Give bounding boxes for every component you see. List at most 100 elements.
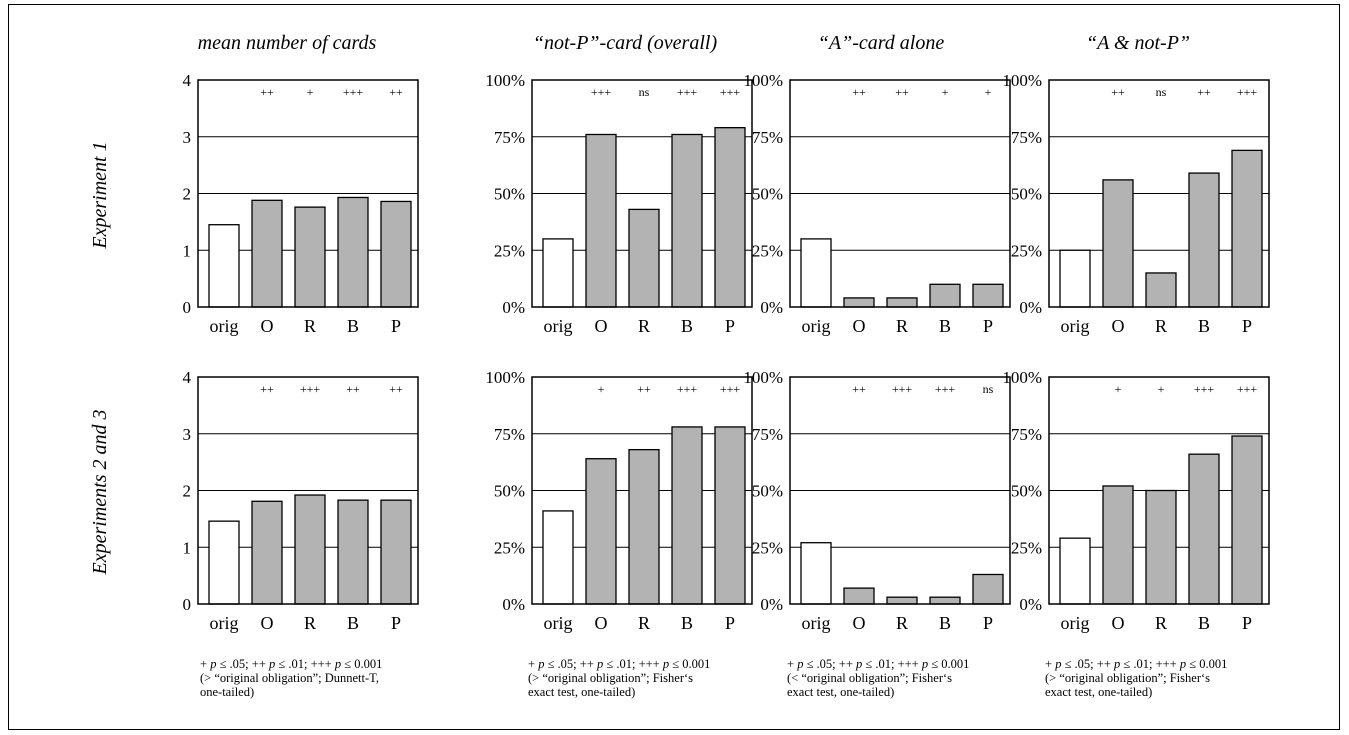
chart-2-significance-O: ++ [852,85,866,99]
column-title-3: “A & not-P” [1086,32,1190,54]
chart-4-significance-O: ++ [260,382,274,396]
chart-4-plot-frame [197,376,419,605]
chart-2-category-label-B: B [939,316,951,336]
chart-6-significance-O: ++ [852,382,866,396]
chart-5-ytick-label-1: 25% [494,538,525,557]
chart-5-ytick-label-3: 75% [494,425,525,444]
chart-5-bar-orig [542,510,574,605]
chart-2-bar-R [886,297,918,308]
chart-6-category-label-O: O [853,613,866,633]
chart-0-ytick-label-0: 0 [183,298,192,317]
chart-0: 0 1 2 3 4 orig O ++ R + B +++ P ++ [183,71,419,336]
chart-4-bar-O [251,500,283,605]
chart-7-significance-R: + [1158,382,1165,396]
row-label-1: Experiments 2 and 3 [89,410,111,576]
chart-4-ytick-label-2: 2 [183,482,192,501]
chart-7-significance-P: +++ [1237,382,1258,396]
chart-7-ytick-label-2: 50% [1011,482,1042,501]
chart-0-bar-orig [208,224,240,308]
chart-3-ytick-label-1: 25% [1011,241,1042,260]
chart-1-category-label-orig: orig [544,316,573,336]
chart-6-bar-orig [800,542,832,605]
chart-3-bar-orig [1059,249,1091,308]
chart-3-plot-frame [1048,79,1270,308]
chart-2-category-label-P: P [983,316,993,336]
chart-0-significance-R: + [307,85,314,99]
chart-0-ytick-label-3: 3 [183,128,192,147]
chart-3-bar-O [1102,179,1134,308]
column-title-2: “A”-card alone [818,32,945,54]
chart-3-significance-R: ns [1156,85,1167,99]
chart-6-bar-O [843,587,875,605]
chart-1-significance-R: ns [639,85,650,99]
chart-7-ytick-label-0: 0% [1019,595,1042,614]
chart-5-significance-O: + [598,382,605,396]
chart-0-category-label-R: R [304,316,316,336]
chart-3: 0% 25% 50% 75% 100% orig O ++ Rns B ++ P +++ [1002,71,1270,336]
chart-4-ytick-label-4: 4 [183,368,192,387]
chart-6-category-label-B: B [939,613,951,633]
chart-4-category-label-O: O [261,613,274,633]
chart-5-bar-O [585,458,617,605]
chart-5-significance-R: ++ [637,382,651,396]
chart-1-plot-frame [531,79,753,308]
chart-0-category-label-P: P [391,316,401,336]
chart-5-significance-B: +++ [677,382,698,396]
footnote-0-rest: (> “original obligation”; Dunnett-T, one… [200,671,379,699]
chart-4: 0 1 2 3 4 orig O ++ R +++ B ++ P ++ [183,368,419,633]
chart-4-ytick-label-3: 3 [183,425,192,444]
footnote-1-line1: + p ≤ .05; ++ p ≤ .01; +++ p ≤ 0.001 [528,657,711,671]
chart-3-bar-B [1188,172,1220,308]
chart-2-bar-O [843,297,875,308]
chart-0-category-label-B: B [347,316,359,336]
chart-0-category-label-O: O [261,316,274,336]
chart-5-ytick-label-0: 0% [502,595,525,614]
chart-0-ytick-label-1: 1 [183,241,192,260]
footnote-2-line1: + p ≤ .05; ++ p ≤ .01; +++ p ≤ 0.001 [787,657,970,671]
chart-1-significance-B: +++ [677,85,698,99]
column-title-0: mean number of cards [198,32,377,54]
chart-0-significance-O: ++ [260,85,274,99]
chart-3-significance-O: ++ [1111,85,1125,99]
chart-2-significance-B: + [942,85,949,99]
chart-2-ytick-label-3: 75% [752,128,783,147]
chart-1: 0% 25% 50% 75% 100% orig O +++ Rns B +++ P +++ [485,71,753,336]
chart-2-bar-P [972,283,1004,308]
chart-4-bar-B [337,499,369,605]
chart-2-ytick-label-1: 25% [752,241,783,260]
chart-1-significance-P: +++ [720,85,741,99]
chart-2-category-label-O: O [853,316,866,336]
chart-2-significance-P: + [985,85,992,99]
chart-2-ytick-label-2: 50% [752,185,783,204]
chart-5-category-label-B: B [681,613,693,633]
chart-5-category-label-orig: orig [544,613,573,633]
row-labels: Experiment 1 Experiments 2 and 3 [89,141,111,575]
chart-1-category-label-O: O [595,316,608,336]
footnote-2-rest: (< “original obligation”; Fisher‘s exact… [787,671,953,699]
chart-7-significance-B: +++ [1194,382,1215,396]
chart-1-ytick-label-4: 100% [485,71,525,90]
chart-6-category-label-orig: orig [802,613,831,633]
chart-1-significance-O: +++ [591,85,612,99]
footnote-0: + p ≤ .05; ++ p ≤ .01; +++ p ≤ 0.001 (> “… [200,657,420,699]
chart-1-ytick-label-0: 0% [502,298,525,317]
chart-2-significance-R: ++ [895,85,909,99]
chart-5: 0% 25% 50% 75% 100% orig O + R ++ B +++ P +++ [485,368,753,633]
chart-6-bar-R [886,596,918,605]
chart-3-category-label-B: B [1198,316,1210,336]
chart-7-bar-O [1102,485,1134,605]
chart-1-bar-B [671,133,703,308]
chart-4-category-label-R: R [304,613,316,633]
chart-2-ytick-label-0: 0% [760,298,783,317]
chart-0-ytick-label-2: 2 [183,185,192,204]
chart-0-bar-O [251,199,283,308]
chart-3-category-label-P: P [1242,316,1252,336]
chart-3-ytick-label-2: 50% [1011,185,1042,204]
chart-3-category-label-R: R [1155,316,1167,336]
chart-6-bar-P [972,573,1004,605]
chart-0-significance-B: +++ [343,85,364,99]
chart-3-category-label-O: O [1112,316,1125,336]
chart-7: 0% 25% 50% 75% 100% orig O + R + B +++ P +++ [1002,368,1270,633]
chart-1-bar-O [585,133,617,308]
chart-1-ytick-label-2: 50% [494,185,525,204]
